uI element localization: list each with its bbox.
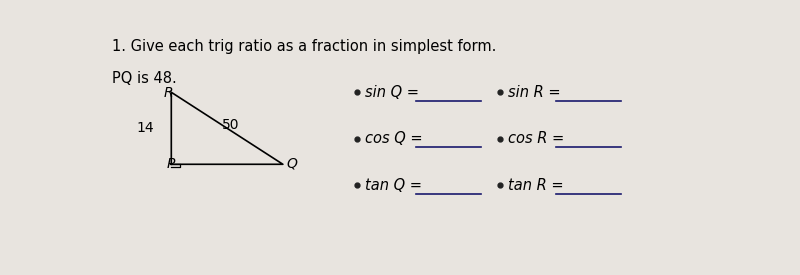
Text: tan R =: tan R = (508, 178, 568, 193)
Text: R: R (163, 86, 173, 100)
Text: 1. Give each trig ratio as a fraction in simplest form.: 1. Give each trig ratio as a fraction in… (112, 39, 497, 54)
Text: Q: Q (286, 157, 297, 170)
Text: cos Q =: cos Q = (366, 131, 428, 146)
Text: 14: 14 (137, 121, 154, 135)
Text: sin Q =: sin Q = (366, 85, 424, 100)
Text: 50: 50 (222, 118, 239, 132)
Text: sin R =: sin R = (508, 85, 566, 100)
Text: cos R =: cos R = (508, 131, 569, 146)
Text: tan Q =: tan Q = (366, 178, 427, 193)
Text: PQ is 48.: PQ is 48. (112, 71, 177, 86)
Text: P: P (167, 157, 175, 170)
